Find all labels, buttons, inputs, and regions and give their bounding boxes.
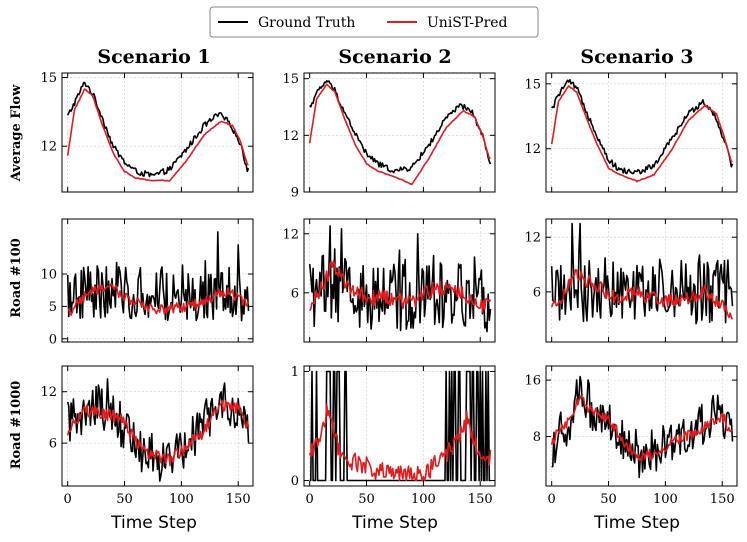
panel-2-3: 0 50 100 150 0 1 [291, 365, 496, 507]
panel-1-3-xtick-label: 50 [116, 492, 133, 507]
legend-label-unist-pred: UniST-Pred [427, 15, 508, 31]
row-label-road-100: Road #100 [9, 238, 24, 318]
row-label-average-flow: Average Flow [9, 84, 24, 182]
panel-3-2-ground-truth-line [550, 222, 734, 325]
legend-label-ground-truth: Ground Truth [258, 15, 355, 31]
column-title-scenario-2: Scenario 2 [338, 46, 451, 68]
panel-1-2-ytick-label: 0 [49, 332, 57, 347]
panel-2-2-ytick-label: 12 [282, 227, 299, 242]
panel-1-1: 12 15 [40, 71, 254, 193]
panel-2-1-unist-pred-line [308, 83, 491, 186]
panel-3-3-xtick-label: 0 [548, 492, 556, 507]
panel-2-2: 6 12 [282, 218, 496, 343]
panel-1-3-xtick-label: 150 [226, 492, 251, 507]
panel-3-3-unist-pred-line [550, 394, 734, 463]
panel-1-3: 0 50 100 150 6 12 [40, 365, 254, 507]
panel-1-2-ytick-label: 10 [40, 268, 57, 283]
panel-2-3-xtick-label: 150 [468, 492, 493, 507]
panel-2-1-ytick-label: 9 [291, 186, 299, 201]
panel-2-3-unist-pred-line [308, 403, 492, 482]
panel-3-1-ytick-label: 12 [524, 142, 541, 157]
panel-1-3-ground-truth-line [66, 378, 250, 482]
panel-1-2-frame [61, 218, 254, 343]
panel-3-2-unist-pred-line [550, 269, 734, 320]
panel-2-2-frame [303, 218, 496, 343]
panel-3-1: 12 15 [524, 72, 738, 193]
panel-2-3-xtick-label: 0 [306, 492, 314, 507]
panel-1-3-frame [61, 365, 254, 487]
panel-1-2-unist-pred-line [67, 283, 250, 316]
column-title-scenario-1: Scenario 1 [97, 46, 210, 68]
panel-1-1-unist-pred-line [66, 88, 249, 182]
panel-3-2-frame [545, 218, 738, 343]
panel-1-3-ytick-label: 6 [49, 437, 57, 452]
panel-1-3-ytick-label: 12 [40, 385, 57, 400]
xlabel-scenario-1: Time Step [110, 513, 197, 533]
panel-1-1-ground-truth-line [66, 81, 250, 178]
xlabel-scenario-3: Time Step [593, 513, 680, 533]
panel-3-3-ground-truth-line [551, 375, 734, 479]
panel-2-1-frame [303, 72, 496, 193]
panel-2-1-ytick-label: 15 [282, 72, 299, 87]
column-title-scenario-3: Scenario 3 [580, 46, 693, 68]
panel-3-3: 0 50 100 150 8 16 [524, 365, 738, 507]
panel-2-2-unist-pred-line [308, 260, 492, 313]
panel-2-3-xtick-label: 100 [411, 492, 436, 507]
panel-1-2-ground-truth-line [66, 231, 250, 322]
panel-3-2-ytick-label: 12 [524, 231, 541, 246]
panel-3-3-ytick-label: 8 [533, 430, 541, 445]
panel-1-2: 0 5 10 [40, 218, 254, 347]
panel-2-2-ground-truth-line [308, 225, 492, 333]
panel-2-3-xtick-label: 50 [358, 492, 375, 507]
panel-3-3-frame [545, 365, 738, 487]
panel-1-1-ytick-label: 15 [40, 71, 57, 86]
xlabel-scenario-2: Time Step [351, 513, 438, 533]
panel-3-1-frame [545, 72, 738, 193]
panel-3-3-xtick-label: 150 [710, 492, 735, 507]
panel-1-1-ytick-label: 12 [40, 140, 57, 155]
panel-1-1-frame [61, 72, 254, 193]
panel-1-2-ytick-label: 5 [49, 300, 57, 315]
panel-3-1-ytick-label: 15 [524, 77, 541, 92]
panel-3-2: 6 12 [524, 218, 738, 343]
panel-2-3-frame [303, 365, 496, 487]
panel-3-3-xtick-label: 100 [653, 492, 678, 507]
panel-1-3-xtick-label: 100 [169, 492, 194, 507]
panel-3-3-ytick-label: 16 [524, 374, 541, 389]
panel-3-3-xtick-label: 50 [600, 492, 617, 507]
legend: Ground Truth UniST-Pred [209, 6, 539, 38]
panel-1-3-xtick-label: 0 [64, 492, 72, 507]
row-label-road-1000: Road #1000 [9, 381, 24, 470]
panel-2-1-ytick-label: 12 [282, 129, 299, 144]
panel-3-1-unist-pred-line [550, 85, 733, 183]
panel-3-1-ground-truth-line [551, 78, 734, 175]
panel-1-3-unist-pred-line [66, 399, 250, 467]
panel-2-2-ytick-label: 6 [291, 286, 299, 301]
panel-2-3-ytick-label: 1 [291, 365, 299, 380]
legend-frame [209, 6, 539, 38]
panel-2-3-ytick-label: 0 [291, 474, 299, 489]
panel-3-2-ytick-label: 6 [533, 285, 541, 300]
panel-2-1: 9 12 15 [282, 72, 496, 201]
panel-2-1-ground-truth-line [309, 80, 492, 174]
